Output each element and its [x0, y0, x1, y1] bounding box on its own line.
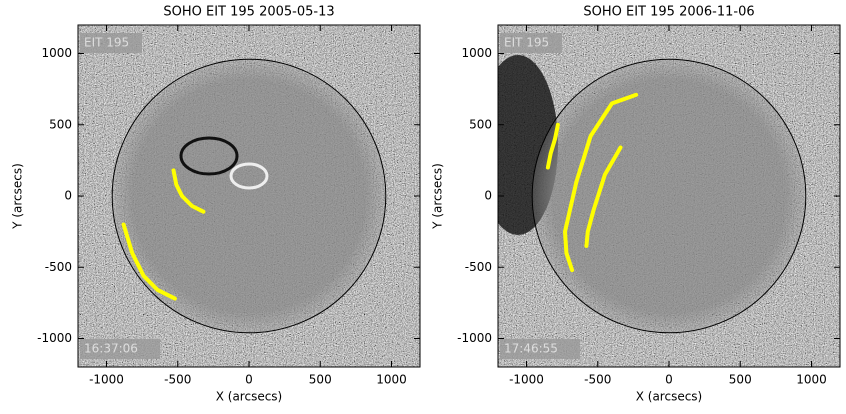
x-tick-label: -500 — [164, 373, 191, 387]
active-region — [179, 136, 239, 176]
y-tick-label: 500 — [469, 117, 492, 131]
x-tick-label: 1000 — [376, 373, 407, 387]
instrument-label: EIT 195 — [84, 36, 129, 50]
traced-front — [584, 145, 623, 248]
traced-front — [545, 122, 560, 170]
y-tick-label: -1000 — [37, 331, 72, 345]
label-box — [80, 33, 142, 53]
traced-front — [171, 168, 206, 214]
y-tick-label: -500 — [45, 260, 72, 274]
x-tick-label: 500 — [729, 373, 752, 387]
x-tick-label: -500 — [584, 373, 611, 387]
x-tick-label: -1000 — [89, 373, 124, 387]
x-axis-label: X (arcsecs) — [636, 390, 703, 404]
label-box — [500, 33, 562, 53]
limb — [531, 58, 807, 334]
time-label: 16:37:06 — [84, 342, 138, 356]
x-tick-label: 0 — [245, 373, 253, 387]
x-tick-label: 500 — [309, 373, 332, 387]
solar-disk — [532, 59, 806, 333]
limb — [111, 58, 387, 334]
label-box — [80, 339, 160, 359]
y-tick-label: 1000 — [461, 46, 492, 60]
time-label: 17:46:55 — [504, 342, 558, 356]
active-region — [229, 162, 269, 190]
chart-title: SOHO EIT 195 2006-11-06 — [583, 5, 754, 20]
image-area: EIT 195 17:46:55 — [498, 25, 840, 367]
y-tick-label: -500 — [465, 260, 492, 274]
traced-front — [563, 92, 639, 273]
label-box — [500, 339, 580, 359]
solar-disk — [112, 59, 386, 333]
x-tick-label: 0 — [665, 373, 673, 387]
y-tick-label: 500 — [49, 117, 72, 131]
y-axis-label: Y (arcsecs) — [431, 163, 445, 230]
x-axis-label: X (arcsecs) — [216, 390, 283, 404]
chart-title: SOHO EIT 195 2005-05-13 — [163, 5, 334, 20]
x-tick-label: -1000 — [509, 373, 544, 387]
traced-front — [121, 222, 177, 301]
x-tick-label: 1000 — [796, 373, 827, 387]
y-axis-label: Y (arcsecs) — [11, 163, 25, 230]
y-tick-label: -1000 — [457, 331, 492, 345]
instrument-label: EIT 195 — [504, 36, 549, 50]
image-area: EIT 195 16:37:06 — [78, 25, 420, 367]
y-tick-label: 0 — [64, 189, 72, 203]
y-tick-label: 0 — [484, 189, 492, 203]
y-tick-label: 1000 — [41, 46, 72, 60]
